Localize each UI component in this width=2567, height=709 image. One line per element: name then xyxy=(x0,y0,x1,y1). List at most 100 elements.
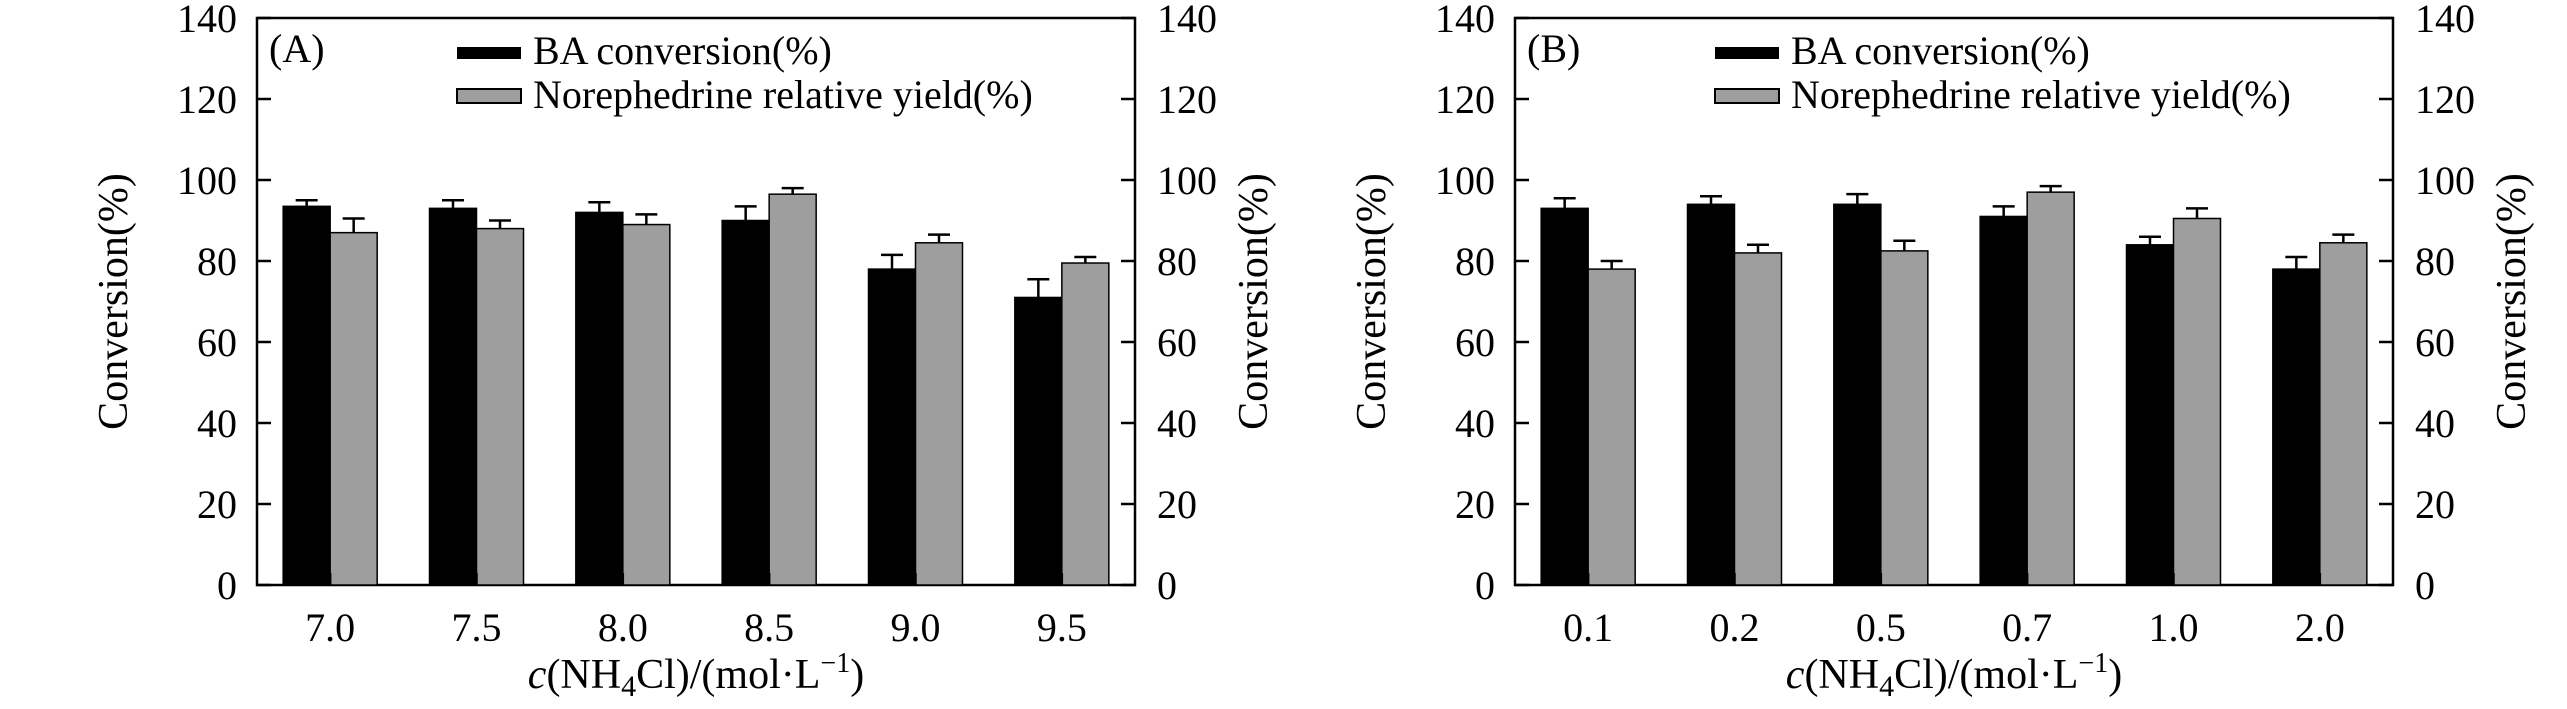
y-tick-label-left: 120 xyxy=(177,77,237,122)
plot-frame xyxy=(255,16,1137,587)
x-axis-label-sup: −1 xyxy=(820,648,850,679)
y-tick-label-left: 0 xyxy=(1475,563,1495,608)
bar-norephedrine-yield xyxy=(768,193,817,586)
bar-norephedrine-yield xyxy=(329,231,378,586)
x-tick-label: 9.5 xyxy=(1037,605,1087,650)
chart-panel-2: 0 0 20 20 40 40 60 60 80 80 100 100 120 120 140 140 Conv… xyxy=(1349,0,2535,703)
x-axis-label-prefix: c xyxy=(528,652,547,698)
y-axis-label-left: Conversion(%) xyxy=(1349,173,1395,430)
y-axis-label-right: Conversion(%) xyxy=(2489,173,2535,430)
bar-norephedrine-yield xyxy=(914,242,964,586)
bar-ba-conversion xyxy=(2125,244,2175,586)
x-axis-label-end: ) xyxy=(2108,652,2122,698)
y-tick-label-right: 20 xyxy=(1157,482,1197,527)
legend-swatch-ba-conversion xyxy=(1715,47,1779,59)
x-tick-label: 7.5 xyxy=(452,605,502,650)
x-axis-label-end: ) xyxy=(850,652,864,698)
y-tick-label-right: 140 xyxy=(2415,0,2475,41)
x-tick-label: 0.1 xyxy=(1563,605,1613,650)
y-tick-label-right: 0 xyxy=(1157,563,1177,608)
x-tick-label: 1.0 xyxy=(2149,605,2199,650)
panel-label: (A) xyxy=(269,26,325,71)
y-tick-label-left: 80 xyxy=(1455,239,1495,284)
y-tick-label-right: 60 xyxy=(2415,320,2455,365)
y-tick-label-right: 100 xyxy=(1157,158,1217,203)
legend-label: Norephedrine relative yield(%) xyxy=(1791,72,2291,117)
x-tick-label: 0.5 xyxy=(1856,605,1906,650)
y-tick-label-left: 20 xyxy=(1455,482,1495,527)
x-axis-label-sub: 4 xyxy=(621,670,636,703)
y-axis-label-left: Conversion(%) xyxy=(91,173,137,430)
legend-swatch-ba-conversion xyxy=(457,47,521,59)
x-tick-label: 9.0 xyxy=(891,605,941,650)
y-tick-label-left: 100 xyxy=(1435,158,1495,203)
y-tick-label-left: 60 xyxy=(197,320,237,365)
legend-label: BA conversion(%) xyxy=(1791,28,2090,73)
y-axis-label-right: Conversion(%) xyxy=(1231,173,1277,430)
x-axis-label: c(NH4Cl)/(mol·L−1) xyxy=(528,648,864,703)
x-axis-label-sup: −1 xyxy=(2078,648,2108,679)
x-tick-label: 8.5 xyxy=(744,605,794,650)
bar-ba-conversion xyxy=(1833,203,1882,586)
x-axis-label-main: (NH xyxy=(1804,652,1879,698)
y-tick-label-left: 80 xyxy=(197,239,237,284)
x-axis-label-sub: 4 xyxy=(1879,670,1894,703)
bar-norephedrine-yield xyxy=(622,223,671,586)
legend-label: Norephedrine relative yield(%) xyxy=(533,72,1033,117)
y-tick-label-right: 60 xyxy=(1157,320,1197,365)
y-tick-label-right: 100 xyxy=(2415,158,2475,203)
y-tick-label-right: 120 xyxy=(2415,77,2475,122)
legend-label: BA conversion(%) xyxy=(533,28,832,73)
bar-norephedrine-yield xyxy=(1880,250,1929,586)
y-tick-label-right: 80 xyxy=(2415,239,2455,284)
y-tick-label-left: 120 xyxy=(1435,77,1495,122)
bar-ba-conversion xyxy=(867,268,917,586)
bar-ba-conversion xyxy=(1540,207,1589,586)
bar-norephedrine-yield xyxy=(2319,242,2368,586)
y-tick-label-left: 100 xyxy=(177,158,237,203)
y-tick-label-left: 0 xyxy=(217,563,237,608)
plot-frame xyxy=(1513,16,2395,587)
bar-ba-conversion xyxy=(575,211,624,586)
y-tick-label-right: 20 xyxy=(2415,482,2455,527)
y-tick-label-right: 80 xyxy=(1157,239,1197,284)
y-tick-label-left: 20 xyxy=(197,482,237,527)
y-tick-label-right: 40 xyxy=(1157,401,1197,446)
x-axis-label-rest: Cl)/(mol·L xyxy=(636,652,820,698)
y-tick-label-right: 0 xyxy=(2415,563,2435,608)
bar-ba-conversion xyxy=(282,205,331,586)
bar-ba-conversion xyxy=(1979,215,2028,586)
x-axis-label-rest: Cl)/(mol·L xyxy=(1894,652,2078,698)
bar-ba-conversion xyxy=(1014,296,1063,586)
y-tick-label-left: 40 xyxy=(197,401,237,446)
x-tick-label: 2.0 xyxy=(2295,605,2345,650)
y-tick-label-right: 40 xyxy=(2415,401,2455,446)
y-tick-label-right: 120 xyxy=(1157,77,1217,122)
bar-norephedrine-yield xyxy=(475,227,525,586)
bar-norephedrine-yield xyxy=(1061,262,1110,586)
x-axis-label: c(NH4Cl)/(mol·L−1) xyxy=(1786,648,2122,703)
x-tick-label: 0.2 xyxy=(1710,605,1760,650)
panel-label: (B) xyxy=(1527,26,1580,71)
x-axis-label-prefix: c xyxy=(1786,652,1805,698)
bar-ba-conversion xyxy=(2272,268,2321,586)
bar-ba-conversion xyxy=(1686,203,1736,586)
x-axis-label-main: (NH xyxy=(546,652,621,698)
legend-swatch-norephedrine-yield xyxy=(1714,88,1780,104)
bar-norephedrine-yield xyxy=(1587,268,1636,586)
x-tick-label: 8.0 xyxy=(598,605,648,650)
y-tick-label-left: 140 xyxy=(177,0,237,41)
bar-ba-conversion xyxy=(721,219,770,586)
bar-norephedrine-yield xyxy=(1733,252,1783,586)
y-tick-label-left: 40 xyxy=(1455,401,1495,446)
bar-norephedrine-yield xyxy=(2172,217,2222,586)
bar-norephedrine-yield xyxy=(2026,191,2075,586)
y-tick-label-left: 60 xyxy=(1455,320,1495,365)
legend-swatch-norephedrine-yield xyxy=(456,88,522,104)
x-tick-label: 0.7 xyxy=(2002,605,2052,650)
bar-ba-conversion xyxy=(428,207,478,586)
x-tick-label: 7.0 xyxy=(305,605,355,650)
y-tick-label-left: 140 xyxy=(1435,0,1495,41)
y-tick-label-right: 140 xyxy=(1157,0,1217,41)
